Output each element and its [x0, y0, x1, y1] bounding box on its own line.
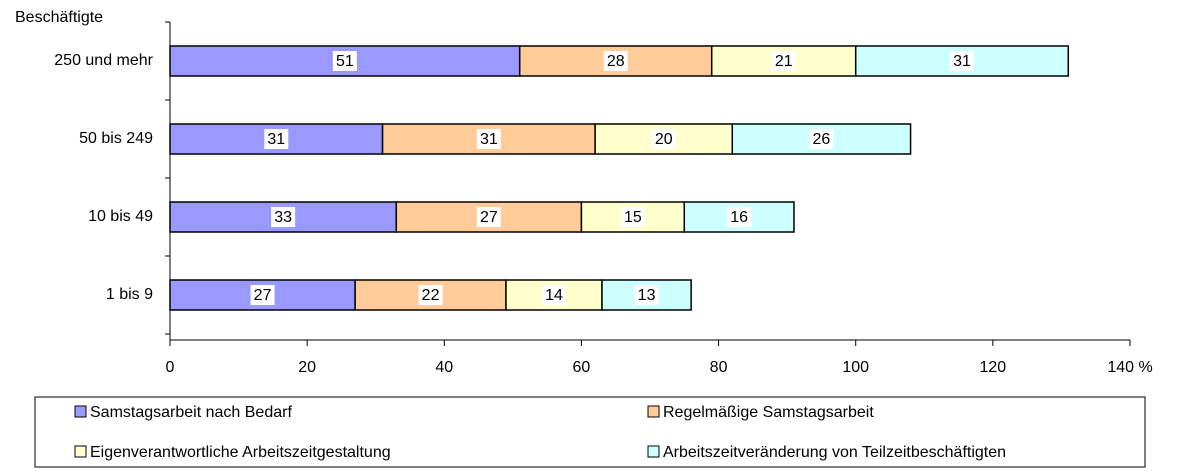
- data-label-bg: [250, 285, 275, 305]
- legend-label: Regelmäßige Samstagsarbeit: [663, 404, 874, 421]
- data-label: 31: [953, 53, 971, 70]
- data-label: 14: [545, 287, 563, 304]
- data-label: 22: [422, 287, 440, 304]
- legend-swatch: [647, 445, 660, 458]
- data-label-bg: [271, 207, 296, 227]
- data-label-bg: [476, 207, 501, 227]
- data-label: 26: [813, 131, 831, 148]
- y-tick-label: 10 bis 49: [88, 208, 153, 225]
- data-label: 20: [655, 131, 673, 148]
- data-label: 28: [607, 53, 625, 70]
- data-label-bg: [727, 207, 752, 227]
- data-label-bg: [620, 207, 645, 227]
- data-label: 31: [267, 131, 285, 148]
- y-tick-label: 50 bis 249: [79, 130, 153, 147]
- data-label: 51: [336, 53, 354, 70]
- data-label-bg: [264, 129, 289, 149]
- x-tick-label: 20: [298, 359, 316, 376]
- data-label: 27: [254, 287, 272, 304]
- data-label-bg: [634, 285, 659, 305]
- data-label-bg: [809, 129, 834, 149]
- data-label: 31: [480, 131, 498, 148]
- legend-label: Eigenverantwortliche Arbeitszeitgestaltu…: [90, 444, 391, 461]
- x-tick-label: 100: [842, 359, 869, 376]
- y-axis-label: Beschäftigte: [15, 9, 103, 26]
- y-tick-label: 250 und mehr: [54, 52, 153, 69]
- x-tick-label: 0: [166, 359, 175, 376]
- legend-swatch: [74, 405, 87, 418]
- legend-swatch: [74, 445, 87, 458]
- data-label: 15: [624, 209, 642, 226]
- data-label-bg: [603, 51, 628, 71]
- data-label: 13: [638, 287, 656, 304]
- data-label-bg: [651, 129, 676, 149]
- data-label-bg: [476, 129, 501, 149]
- y-tick-label: 1 bis 9: [106, 286, 153, 303]
- x-tick-label: 140 %: [1107, 359, 1152, 376]
- legend-label: Arbeitszeitveränderung von Teilzeitbesch…: [663, 444, 1006, 461]
- x-tick-label: 40: [435, 359, 453, 376]
- x-tick-label: 80: [710, 359, 728, 376]
- data-label-bg: [418, 285, 443, 305]
- data-label-bg: [950, 51, 974, 71]
- legend-label: Samstagsarbeit nach Bedarf: [90, 404, 292, 421]
- data-label: 27: [480, 209, 498, 226]
- x-tick-label: 60: [573, 359, 591, 376]
- data-label: 16: [730, 209, 748, 226]
- legend-box: [34, 396, 1146, 468]
- x-tick-label: 120: [980, 359, 1007, 376]
- data-label-bg: [771, 51, 796, 71]
- data-label-bg: [332, 51, 357, 71]
- data-label: 21: [775, 53, 793, 70]
- legend-swatch: [647, 405, 660, 418]
- data-label-bg: [542, 285, 566, 305]
- data-label: 33: [274, 209, 292, 226]
